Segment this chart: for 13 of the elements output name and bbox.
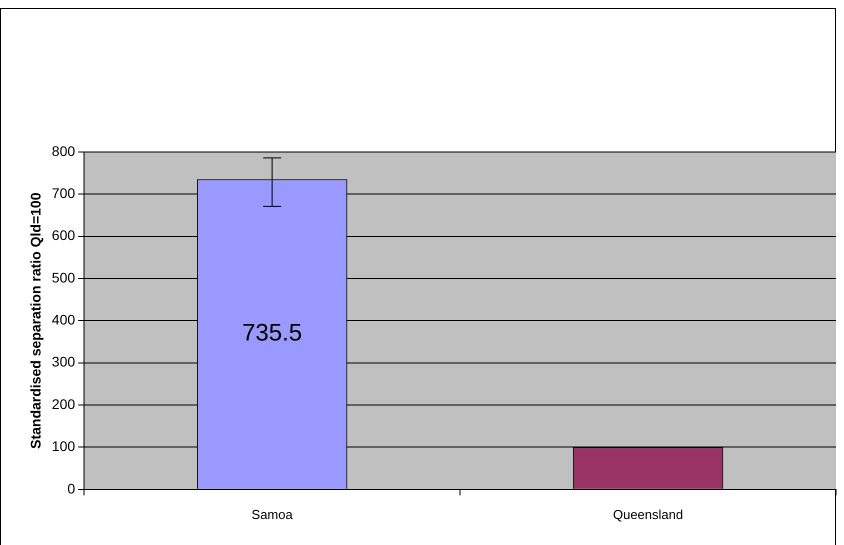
y-tick-label: 500	[52, 269, 76, 286]
y-tick-label: 400	[52, 312, 76, 328]
y-tick-label: 0	[67, 480, 76, 496]
y-tick-label: 800	[52, 142, 76, 159]
x-tick-label: Queensland	[612, 506, 684, 522]
y-tick-label: 300	[52, 354, 76, 370]
data-label: 735.5	[242, 320, 302, 347]
y-tick-label: 100	[52, 438, 76, 454]
y-tick-label: 600	[52, 227, 76, 244]
y-axis-title: Standardised separation ratio Qld=100	[27, 192, 44, 449]
y-tick-label: 200	[52, 396, 76, 412]
y-tick-label: 700	[52, 185, 76, 202]
x-tick-label: Samoa	[252, 506, 294, 522]
